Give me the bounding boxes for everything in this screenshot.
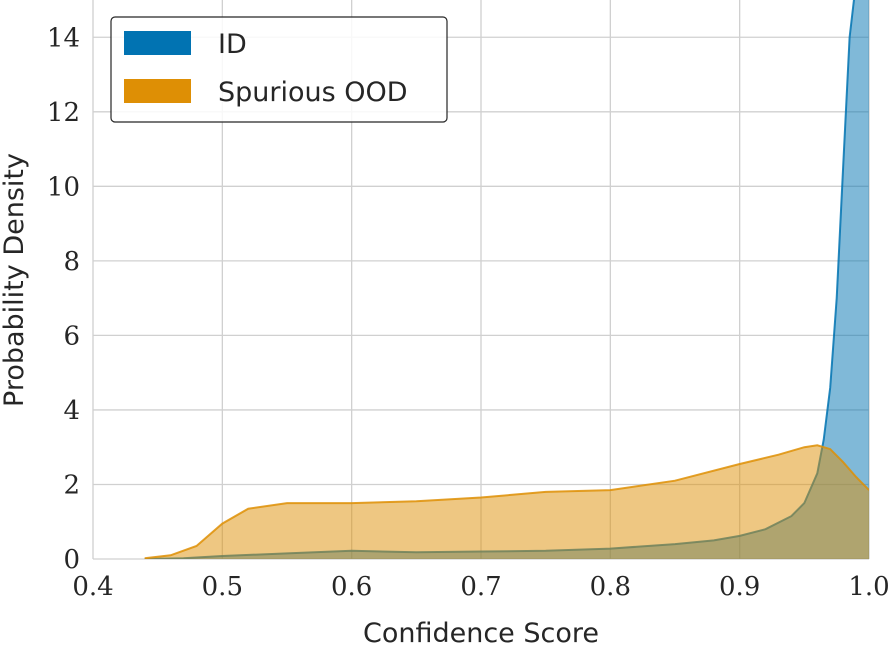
- y-tick-label: 6: [63, 321, 80, 351]
- x-axis-ticks: 0.4 0.5 0.6 0.7 0.8 0.9 1.0: [72, 572, 889, 602]
- grid: [92, 0, 870, 560]
- legend-label-id: ID: [218, 29, 247, 60]
- y-tick-label: 2: [63, 470, 80, 500]
- x-tick-label: 1.0: [848, 572, 889, 602]
- x-tick-label: 0.5: [202, 572, 243, 602]
- y-tick-label: 0: [63, 545, 80, 575]
- legend-swatch-id: [124, 31, 191, 55]
- x-tick-label: 0.9: [719, 572, 760, 602]
- y-tick-label: 8: [63, 247, 80, 277]
- series-areas: [144, 0, 869, 559]
- x-tick-label: 0.6: [331, 572, 372, 602]
- y-tick-label: 14: [47, 23, 80, 53]
- y-axis-ticks: 0 2 4 6 8 10 12 14: [47, 23, 80, 575]
- area-spurious-ood: [144, 445, 869, 559]
- x-tick-label: 0.4: [72, 572, 113, 602]
- y-tick-label: 4: [63, 396, 80, 426]
- legend-box: [110, 16, 448, 123]
- legend: ID Spurious OOD: [110, 16, 448, 123]
- legend-label-spurious-ood: Spurious OOD: [218, 77, 408, 108]
- area-spurious-ood-line: [144, 444, 869, 559]
- legend-swatch-spurious-ood: [124, 79, 191, 103]
- x-tick-label: 0.8: [590, 572, 631, 602]
- y-tick-label: 12: [47, 98, 80, 128]
- x-axis-label: Confidence Score: [363, 618, 599, 649]
- x-tick-label: 0.7: [460, 572, 501, 602]
- y-tick-label: 10: [47, 172, 80, 202]
- y-axis-label: Probability Density: [0, 153, 30, 407]
